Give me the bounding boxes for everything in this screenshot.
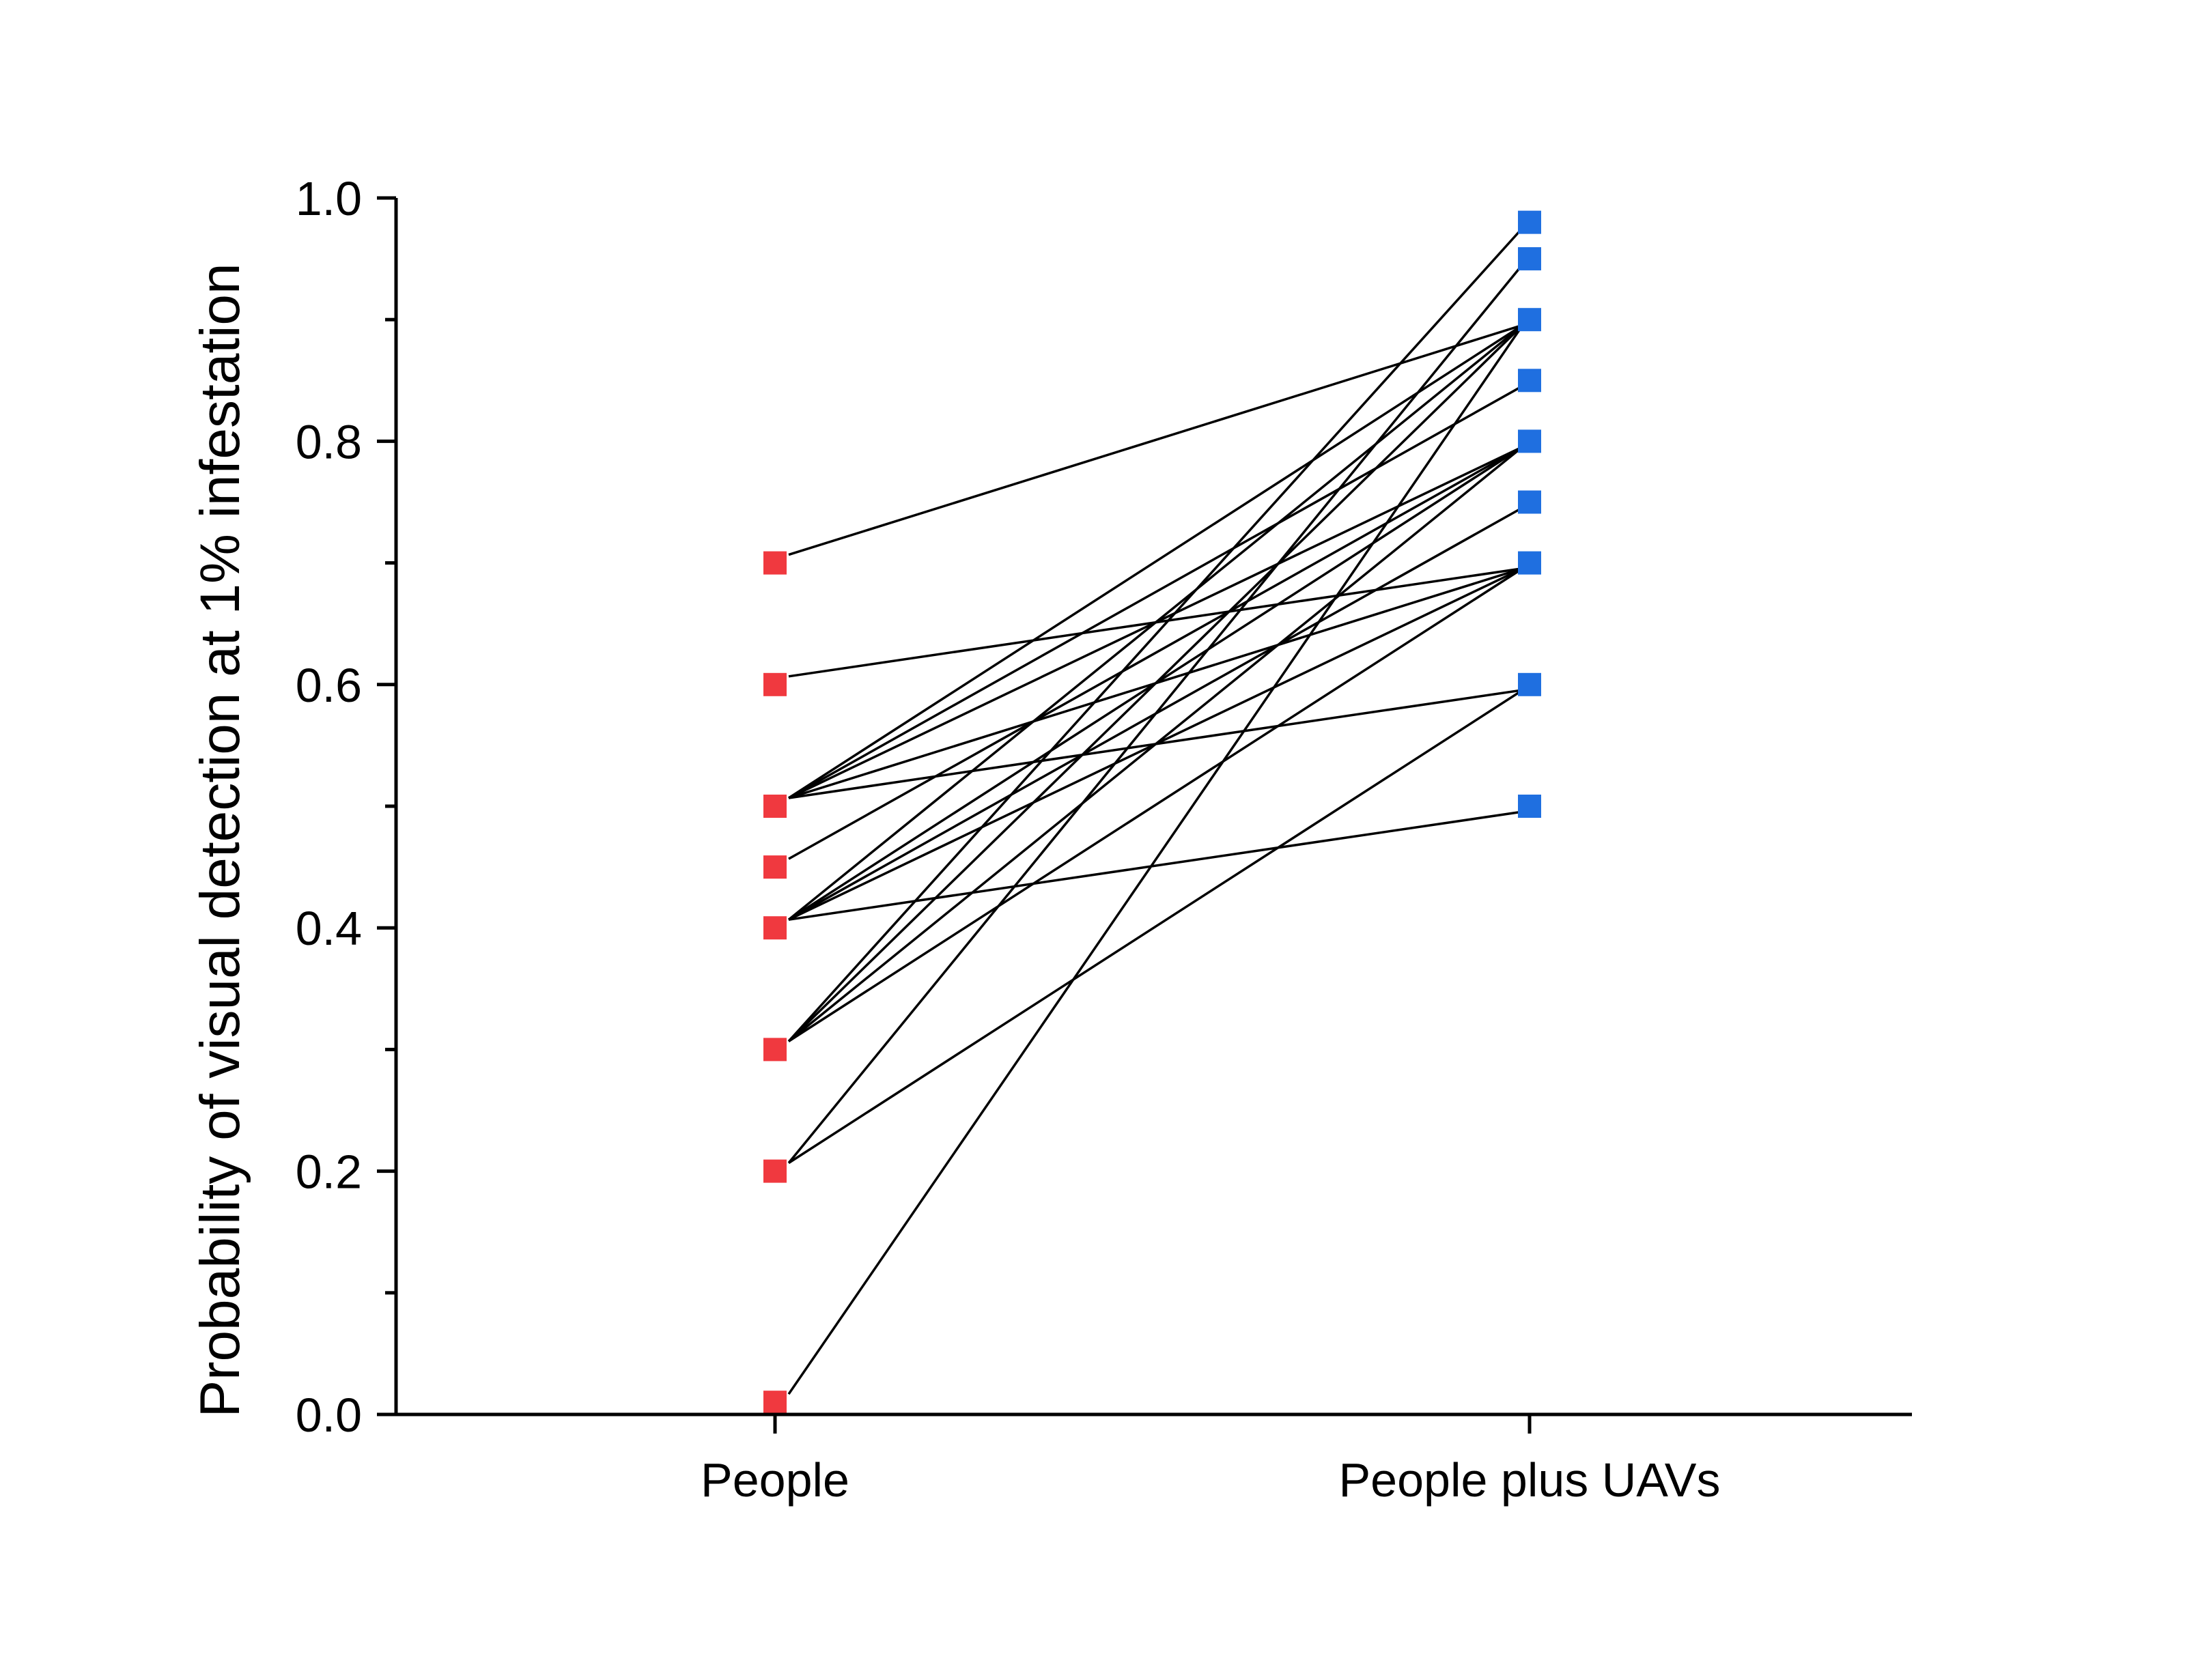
- y-ticks: 0.0 0.2 0.4 0.6 0.8 1.0: [296, 172, 396, 1442]
- pair-line: [787, 263, 1524, 1164]
- people-plus-uavs-marker: [1518, 490, 1541, 514]
- people-marker: [763, 672, 787, 696]
- pair-line: [788, 689, 1523, 1165]
- people-plus-uavs-marker: [1518, 308, 1541, 332]
- pair-line: [788, 567, 1523, 1042]
- people-plus-uavs-marker: [1518, 210, 1541, 234]
- y-tick-label: 0.8: [296, 415, 362, 468]
- people-plus-uavs-marker: [1518, 795, 1541, 818]
- pair-line: [788, 324, 1523, 799]
- x-tick-label: People plus UAVs: [1338, 1453, 1720, 1507]
- people-plus-uavs-marker: [1518, 551, 1541, 575]
- pair-line: [787, 324, 1524, 1395]
- people-marker: [763, 1391, 787, 1414]
- x-tick-label: People: [701, 1453, 849, 1507]
- pair-line: [788, 324, 1523, 556]
- y-tick-label: 0.0: [296, 1389, 362, 1442]
- y-axis-title: Probability of visual detection at 1% in…: [189, 263, 251, 1417]
- people-plus-uavs-marker: [1518, 369, 1541, 393]
- pair-line: [787, 227, 1524, 1042]
- people-marker: [763, 1038, 787, 1062]
- y-tick-label: 0.4: [296, 902, 362, 955]
- pair-lines: [787, 227, 1524, 1395]
- pair-line: [788, 445, 1523, 860]
- y-tick-label: 0.2: [296, 1145, 362, 1199]
- pair-line: [788, 810, 1523, 921]
- people-marker: [763, 551, 787, 575]
- y-tick-label: 0.6: [296, 659, 362, 712]
- people-plus-uavs-marker: [1518, 672, 1541, 696]
- pair-line: [788, 384, 1523, 799]
- pair-line: [787, 324, 1524, 1042]
- people-marker: [763, 1159, 787, 1183]
- data-markers: [763, 210, 1541, 1414]
- people-marker: [763, 855, 787, 879]
- x-ticks: People People plus UAVs: [701, 1414, 1721, 1507]
- people-marker: [763, 795, 787, 818]
- pair-line: [787, 324, 1524, 921]
- people-plus-uavs-marker: [1518, 247, 1541, 271]
- people-plus-uavs-marker: [1518, 429, 1541, 453]
- people-marker: [763, 916, 787, 940]
- pair-line: [787, 446, 1524, 1042]
- y-tick-label: 1.0: [296, 172, 362, 225]
